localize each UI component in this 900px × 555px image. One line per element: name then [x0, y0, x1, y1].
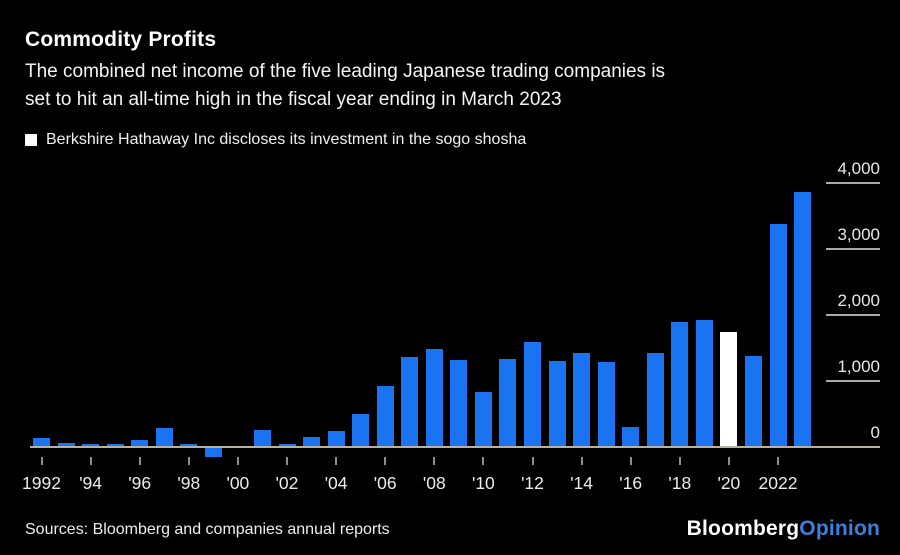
x-tick-2006: [384, 457, 387, 465]
bar-2017: [646, 352, 664, 447]
bar-1998: [180, 443, 198, 447]
y-axis-label-4000: 4,000: [837, 159, 880, 178]
x-axis-label-2020: '20: [717, 473, 741, 493]
sources-note: Sources: Bloomberg and companies annual …: [25, 521, 390, 538]
bar-2003: [303, 437, 321, 447]
x-tick-1992: [40, 457, 43, 465]
chart-title: Commodity Profits: [25, 28, 217, 51]
bar-2006: [376, 385, 394, 447]
bar-2007: [401, 357, 419, 447]
y-axis-label-2000: 2,000: [837, 291, 880, 310]
bar-2009: [450, 359, 468, 447]
subtitle-line-1: The combined net income of the five lead…: [25, 61, 666, 82]
x-tick-2018: [678, 457, 681, 465]
bar-2004: [327, 430, 345, 447]
x-tick-2014: [580, 457, 583, 465]
bar-2018: [671, 322, 689, 447]
y-gridline-1000: [826, 380, 880, 382]
bar-1999: [204, 448, 222, 458]
bar-2005: [352, 414, 370, 447]
subtitle-line-2: set to hit an all-time high in the fisca…: [25, 89, 562, 110]
chart-subtitle: The combined net income of the five lead…: [25, 58, 665, 114]
x-tick-1996: [138, 457, 141, 465]
x-axis-label-1992: 1992: [22, 473, 61, 493]
x-axis-label-1994: '94: [79, 473, 102, 493]
x-axis-label-2006: '06: [373, 473, 397, 493]
y-gridline-3000: [826, 248, 880, 250]
bar-2013: [548, 361, 566, 447]
x-tick-2004: [335, 457, 338, 465]
x-axis-label-2000: '00: [226, 473, 250, 493]
bar-2011: [499, 359, 517, 447]
legend: Berkshire Hathaway Inc discloses its inv…: [25, 131, 526, 149]
x-axis-label-2016: '16: [619, 473, 643, 493]
x-tick-2002: [286, 457, 288, 465]
x-tick-2016: [629, 457, 632, 465]
x-axis-label-2010: '10: [471, 473, 495, 493]
bar-2021: [745, 355, 762, 447]
bar-2020-berkshire-highlight: [720, 331, 738, 447]
bar-2022: [769, 223, 787, 447]
x-axis-label-2018: '18: [668, 473, 692, 493]
y-axis-label-0: 0: [870, 423, 880, 442]
x-axis-label-1996: '96: [128, 473, 152, 493]
bar-1992: [33, 438, 50, 447]
bar-2012: [524, 342, 541, 447]
x-tick-1994: [89, 457, 92, 465]
bloomberg-opinion-logo: BloombergOpinion: [687, 517, 880, 541]
bar-2002: [278, 444, 296, 447]
x-axis-label-2002: '02: [275, 473, 299, 493]
x-axis-label-2022: 2022: [758, 473, 798, 493]
y-gridline-2000: [826, 314, 880, 316]
x-tick-2012: [531, 457, 534, 465]
bar-1995: [106, 444, 124, 447]
x-tick-2022: [777, 457, 779, 465]
x-tick-2000: [236, 457, 239, 465]
logo-opinion: Opinion: [799, 517, 880, 540]
bar-1997: [155, 427, 173, 447]
x-tick-2008: [433, 457, 436, 465]
bar-2001: [254, 429, 271, 447]
bar-1994: [82, 443, 100, 447]
bar-2014: [573, 353, 591, 447]
bar-2023: [794, 191, 812, 447]
y-gridline-4000: [826, 182, 880, 184]
legend-label: Berkshire Hathaway Inc discloses its inv…: [46, 131, 527, 148]
bar-2008: [425, 349, 443, 447]
y-axis-label-1000: 1,000: [837, 357, 880, 376]
bar-2016: [622, 426, 640, 447]
legend-square-icon: [25, 134, 37, 146]
x-axis-label-2014: '14: [570, 473, 593, 493]
x-axis-label-1998: '98: [177, 473, 201, 493]
x-axis-label-2012: '12: [521, 473, 544, 493]
x-axis-label-2004: '04: [324, 473, 348, 493]
logo-bloomberg: Bloomberg: [686, 517, 800, 540]
x-tick-2020: [727, 457, 730, 465]
bar-1996: [131, 439, 149, 447]
x-axis-label-2008: '08: [422, 473, 446, 493]
bar-1993: [57, 443, 75, 447]
bar-2015: [597, 361, 615, 447]
bar-2010: [474, 392, 492, 447]
x-tick-2010: [482, 457, 485, 465]
x-axis-zero-line: [30, 446, 880, 448]
x-tick-1998: [187, 457, 190, 465]
bar-2019: [695, 319, 713, 447]
y-axis-label-3000: 3,000: [837, 225, 880, 244]
